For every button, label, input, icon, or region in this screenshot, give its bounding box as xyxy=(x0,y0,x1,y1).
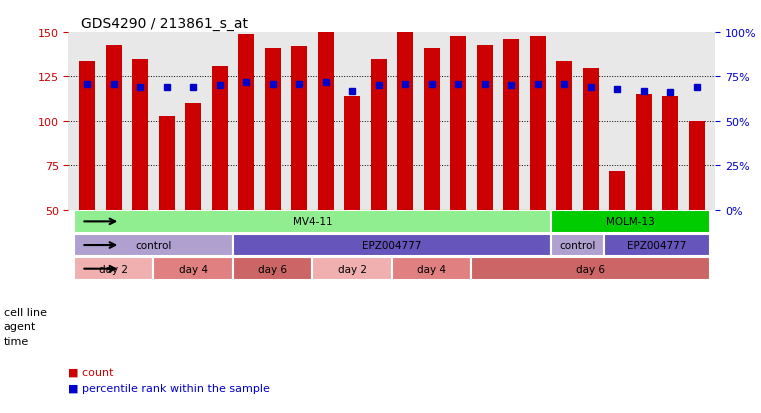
Bar xyxy=(503,40,519,210)
FancyBboxPatch shape xyxy=(472,258,710,280)
Text: ■ count: ■ count xyxy=(68,367,114,377)
Text: time: time xyxy=(4,336,29,346)
Text: control: control xyxy=(135,240,171,250)
Text: ■ percentile rank within the sample: ■ percentile rank within the sample xyxy=(68,383,270,393)
Bar xyxy=(344,97,360,210)
Bar xyxy=(212,66,228,210)
Bar xyxy=(238,35,254,210)
Bar xyxy=(583,69,599,210)
FancyBboxPatch shape xyxy=(551,211,710,233)
Bar xyxy=(158,116,174,210)
Bar xyxy=(397,33,413,210)
FancyBboxPatch shape xyxy=(604,234,710,257)
Bar xyxy=(610,171,626,210)
FancyBboxPatch shape xyxy=(233,234,551,257)
Text: control: control xyxy=(559,240,596,250)
Bar xyxy=(530,37,546,210)
Bar xyxy=(371,59,387,210)
Text: MOLM-13: MOLM-13 xyxy=(606,217,655,227)
Bar xyxy=(476,45,492,210)
Text: day 2: day 2 xyxy=(338,264,367,274)
Text: day 4: day 4 xyxy=(179,264,208,274)
Text: day 6: day 6 xyxy=(576,264,605,274)
FancyBboxPatch shape xyxy=(74,234,233,257)
Bar xyxy=(662,97,678,210)
FancyBboxPatch shape xyxy=(312,258,392,280)
FancyBboxPatch shape xyxy=(74,211,551,233)
Text: EPZ004777: EPZ004777 xyxy=(627,240,686,250)
Bar xyxy=(635,95,651,210)
Bar xyxy=(556,62,572,210)
Bar xyxy=(185,104,201,210)
Text: day 4: day 4 xyxy=(417,264,446,274)
FancyBboxPatch shape xyxy=(551,234,604,257)
Text: agent: agent xyxy=(4,321,37,331)
Bar xyxy=(291,47,307,210)
Bar xyxy=(106,45,122,210)
Text: day 6: day 6 xyxy=(258,264,287,274)
FancyBboxPatch shape xyxy=(233,258,312,280)
Text: MV4-11: MV4-11 xyxy=(292,217,333,227)
Text: day 2: day 2 xyxy=(99,264,128,274)
FancyBboxPatch shape xyxy=(153,258,233,280)
Bar xyxy=(79,62,95,210)
Bar xyxy=(689,121,705,210)
Text: cell line: cell line xyxy=(4,307,47,317)
Bar xyxy=(132,59,148,210)
Bar xyxy=(265,49,281,210)
FancyBboxPatch shape xyxy=(392,258,472,280)
FancyBboxPatch shape xyxy=(74,258,153,280)
Bar xyxy=(451,37,466,210)
Text: GDS4290 / 213861_s_at: GDS4290 / 213861_s_at xyxy=(81,17,248,31)
Bar xyxy=(424,49,440,210)
Bar xyxy=(317,33,333,210)
Text: EPZ004777: EPZ004777 xyxy=(362,240,422,250)
